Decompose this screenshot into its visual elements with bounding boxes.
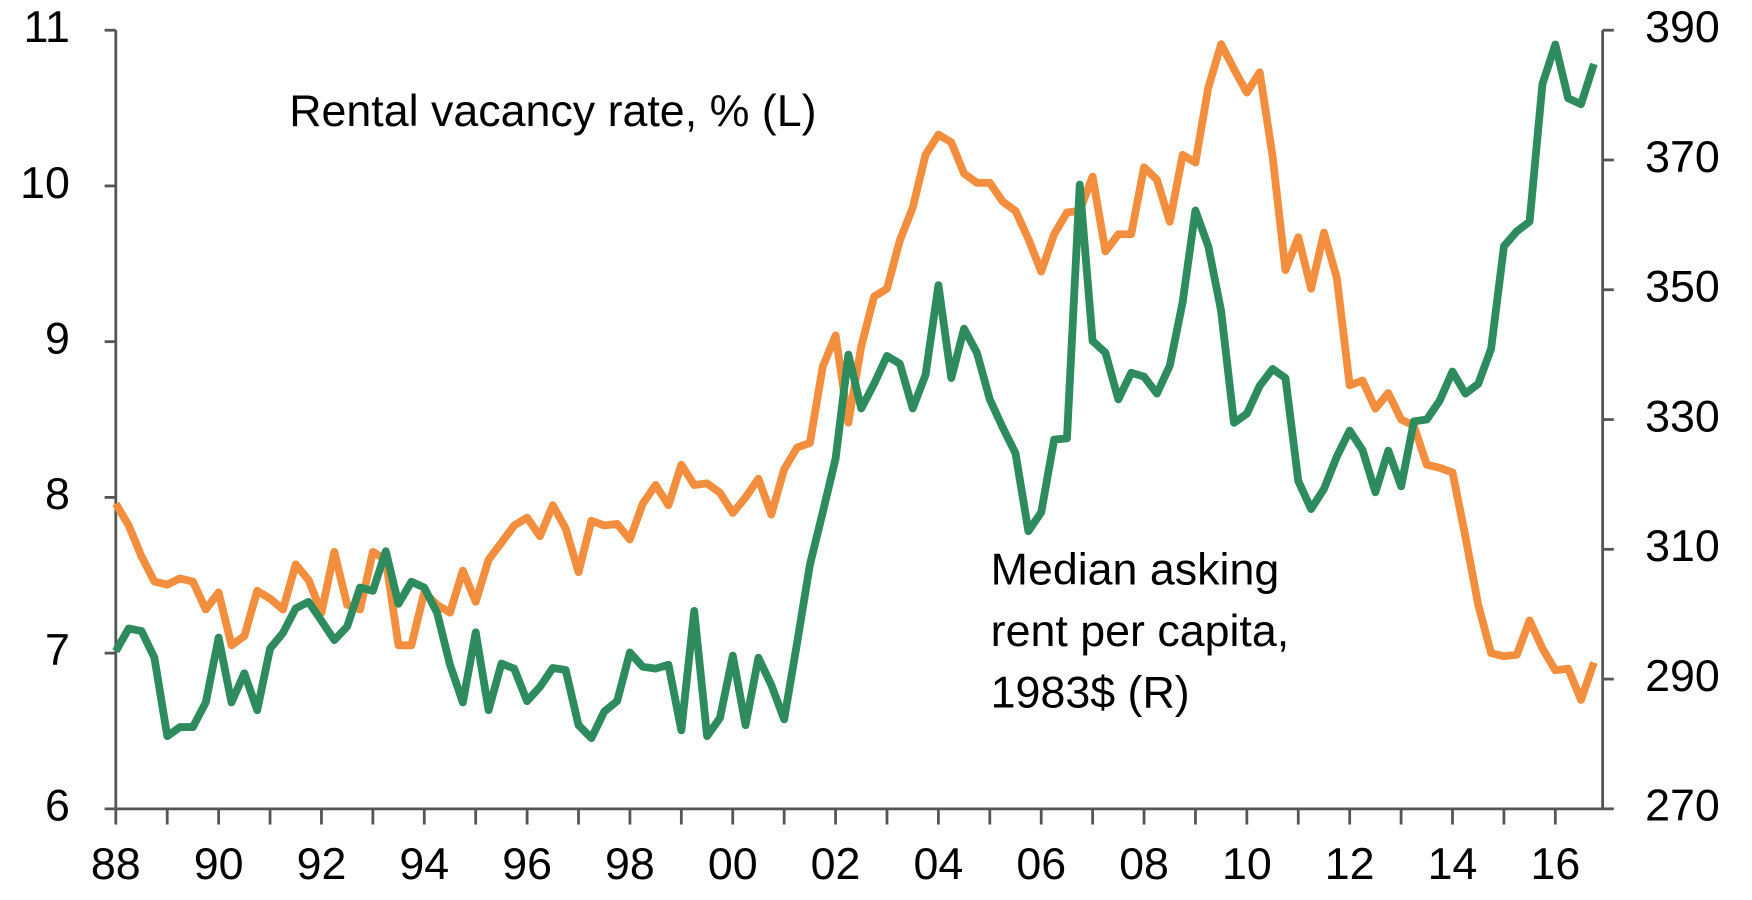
y-tick-label: 8	[45, 469, 70, 519]
y2-tick-label: 370	[1645, 132, 1720, 182]
x-tick-label: 12	[1325, 839, 1375, 889]
x-tick-label: 14	[1428, 839, 1478, 889]
y2-tick-label: 350	[1645, 262, 1720, 312]
y-tick-label: 11	[23, 2, 69, 52]
x-tick-label: 16	[1530, 839, 1580, 889]
annotation: rent per capita,	[991, 606, 1290, 656]
y2-tick-label: 270	[1645, 781, 1720, 831]
x-tick-label: 02	[811, 839, 861, 889]
annotation: Rental vacancy rate, % (L)	[289, 86, 816, 136]
x-tick-label: 90	[194, 839, 244, 889]
x-tick-label: 06	[1016, 839, 1066, 889]
x-tick-label: 10	[1222, 839, 1272, 889]
x-tick-label: 92	[297, 839, 347, 889]
x-tick-label: 96	[502, 839, 552, 889]
y2-tick-label: 330	[1645, 391, 1720, 441]
y2-tick-label: 310	[1645, 521, 1720, 571]
x-tick-label: 88	[91, 839, 141, 889]
y-tick-label: 7	[45, 625, 70, 675]
x-tick-label: 08	[1119, 839, 1169, 889]
y-tick-label: 9	[45, 313, 70, 363]
y-tick-label: 6	[45, 781, 70, 831]
x-tick-label: 98	[605, 839, 655, 889]
annotation: Median asking	[991, 545, 1280, 595]
annotation: 1983$ (R)	[991, 668, 1190, 718]
series-line	[112, 40, 1598, 743]
x-tick-label: 00	[708, 839, 758, 889]
y2-tick-label: 290	[1645, 651, 1720, 701]
x-tick-label: 94	[399, 839, 449, 889]
x-tick-label: 04	[914, 839, 964, 889]
y2-tick-label: 390	[1645, 2, 1720, 52]
y-tick-label: 10	[20, 158, 70, 208]
